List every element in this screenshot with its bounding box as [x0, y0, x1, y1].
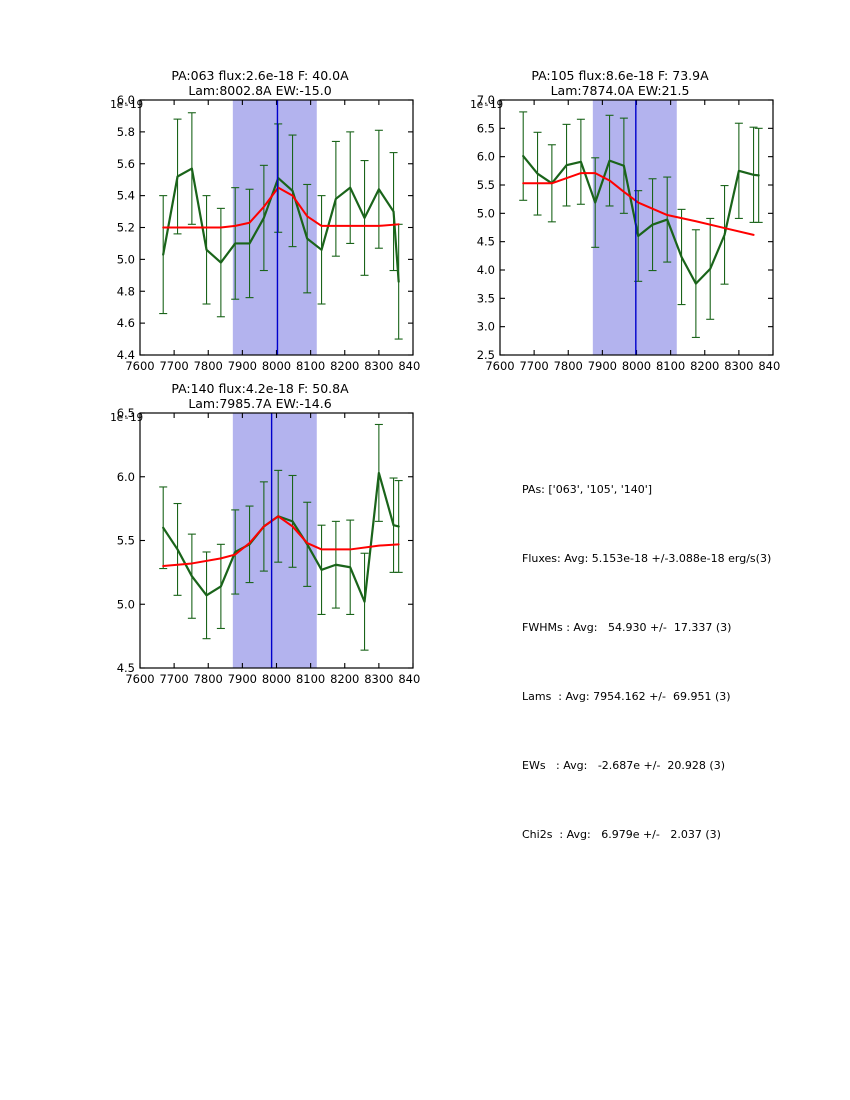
summary-line-fwhms: FWHMs : Avg: 54.930 +/- 17.337 (3) [522, 621, 732, 634]
x-tick-label: 8200 [690, 359, 719, 373]
x-tick-label: 8000 [622, 359, 651, 373]
y-tick-label: 5.0 [477, 206, 495, 220]
plot-panel-pa-140: PA:140 flux:4.2e-18 F: 50.8A Lam:7985.7A… [100, 381, 420, 701]
y-tick-label: 4.6 [117, 316, 135, 330]
panel-title-line2: Lam:8002.8A EW:-15.0 [188, 83, 332, 98]
x-tick-label: 8100 [296, 672, 325, 686]
x-tick-label: 8400 [398, 672, 420, 686]
summary-line-pas: PAs: ['063', '105', '140'] [522, 483, 653, 496]
x-tick-label: 7600 [125, 672, 154, 686]
summary-line-ews: EWs : Avg: -2.687e +/- 20.928 (3) [522, 759, 725, 772]
y-tick-label: 5.5 [477, 178, 495, 192]
panel-title-line2: Lam:7874.0A EW:21.5 [550, 83, 690, 98]
y-axis-offset-label: 1e-19 [110, 411, 144, 424]
panel-title-line1: PA:140 flux:4.2e-18 F: 50.8A [171, 381, 349, 396]
plot-area-pa-063: 7600 7700 7800 7900 8000 8100 8200 8300 8400 4.4 4… [117, 93, 420, 373]
panel-title-line1: PA:063 flux:2.6e-18 F: 40.0A [171, 68, 349, 83]
y-tick-label: 4.5 [477, 235, 495, 249]
x-tick-label: 8300 [364, 672, 393, 686]
plot-panel-pa-063: PA:063 flux:2.6e-18 F: 40.0A Lam:8002.8A… [100, 68, 420, 388]
y-tick-label: 5.2 [117, 221, 135, 235]
y-tick-label: 4.0 [477, 263, 495, 277]
plot-area-pa-105: 7600 7700 7800 7900 8000 8100 8200 8300 8400 2.5 3… [477, 93, 780, 373]
x-tick-label: 7900 [228, 672, 257, 686]
plot-panel-pa-105: PA:105 flux:8.6e-18 F: 73.9A Lam:7874.0A… [460, 68, 780, 388]
panel-title-line1: PA:105 flux:8.6e-18 F: 73.9A [531, 68, 709, 83]
y-tick-label: 6.0 [117, 93, 135, 107]
x-tick-label: 8100 [296, 359, 325, 373]
y-tick-label: 6.0 [117, 470, 135, 484]
x-tick-label: 7600 [125, 359, 154, 373]
y-tick-label: 5.4 [117, 189, 135, 203]
x-tick-label: 7700 [159, 359, 188, 373]
summary-line-chi2s: Chi2s : Avg: 6.979e +/- 2.037 (3) [522, 828, 721, 841]
spectrum-line [162, 471, 400, 603]
summary-statistics: PAs: ['063', '105', '140'] Fluxes: Avg: … [522, 432, 822, 892]
y-tick-label: 3.5 [477, 291, 495, 305]
y-tick-label: 5.0 [117, 252, 135, 266]
x-tick-label: 8000 [262, 359, 291, 373]
y-tick-label: 6.0 [477, 150, 495, 164]
x-tick-label: 7800 [194, 359, 223, 373]
y-tick-label: 4.8 [117, 284, 135, 298]
wavelength-band-highlight [592, 100, 677, 355]
x-tick-label: 8400 [758, 359, 780, 373]
summary-line-fluxes: Fluxes: Avg: 5.153e-18 +/-3.088e-18 erg/… [522, 552, 772, 565]
y-tick-label: 5.6 [117, 157, 135, 171]
x-tick-label: 8000 [262, 672, 291, 686]
y-tick-label: 6.5 [117, 406, 135, 420]
fit-curve [162, 186, 400, 229]
y-tick-label: 5.5 [117, 534, 135, 548]
plot-area-pa-140: 7600 7700 7800 7900 8000 8100 8200 8300 8400 4.5 5… [117, 406, 420, 686]
x-tick-label: 8300 [364, 359, 393, 373]
x-tick-label: 7900 [228, 359, 257, 373]
x-tick-label: 7800 [554, 359, 583, 373]
wavelength-band-highlight [232, 413, 317, 668]
y-tick-label: 3.0 [477, 320, 495, 334]
panel-title-line2: Lam:7985.7A EW:-14.6 [188, 396, 332, 411]
x-tick-label: 8100 [656, 359, 685, 373]
summary-line-lams: Lams : Avg: 7954.162 +/- 69.951 (3) [522, 690, 731, 703]
x-tick-label: 7900 [588, 359, 617, 373]
axes-frame [139, 412, 414, 669]
y-tick-label: 4.5 [117, 661, 135, 675]
x-tick-label: 7700 [159, 672, 188, 686]
y-tick-label: 5.0 [117, 597, 135, 611]
x-tick-label: 8200 [330, 672, 359, 686]
x-tick-label: 7800 [194, 672, 223, 686]
y-axis-offset-label: 1e-19 [470, 98, 504, 111]
y-tick-label: 7.0 [477, 93, 495, 107]
x-tick-label: 7600 [485, 359, 514, 373]
axes-frame [139, 99, 414, 356]
y-tick-label: 5.8 [117, 125, 135, 139]
spectrum-line [522, 154, 760, 285]
fit-curve [162, 515, 400, 567]
x-tick-label: 7700 [519, 359, 548, 373]
x-tick-label: 8400 [398, 359, 420, 373]
axes-frame [499, 99, 774, 356]
y-tick-label: 2.5 [477, 348, 495, 362]
spectrum-line [162, 167, 400, 283]
fit-curve [522, 172, 755, 236]
x-tick-label: 8200 [330, 359, 359, 373]
y-tick-label: 4.4 [117, 348, 135, 362]
y-axis-offset-label: 1e-19 [110, 98, 144, 111]
y-tick-label: 6.5 [477, 121, 495, 135]
x-tick-label: 8300 [724, 359, 753, 373]
